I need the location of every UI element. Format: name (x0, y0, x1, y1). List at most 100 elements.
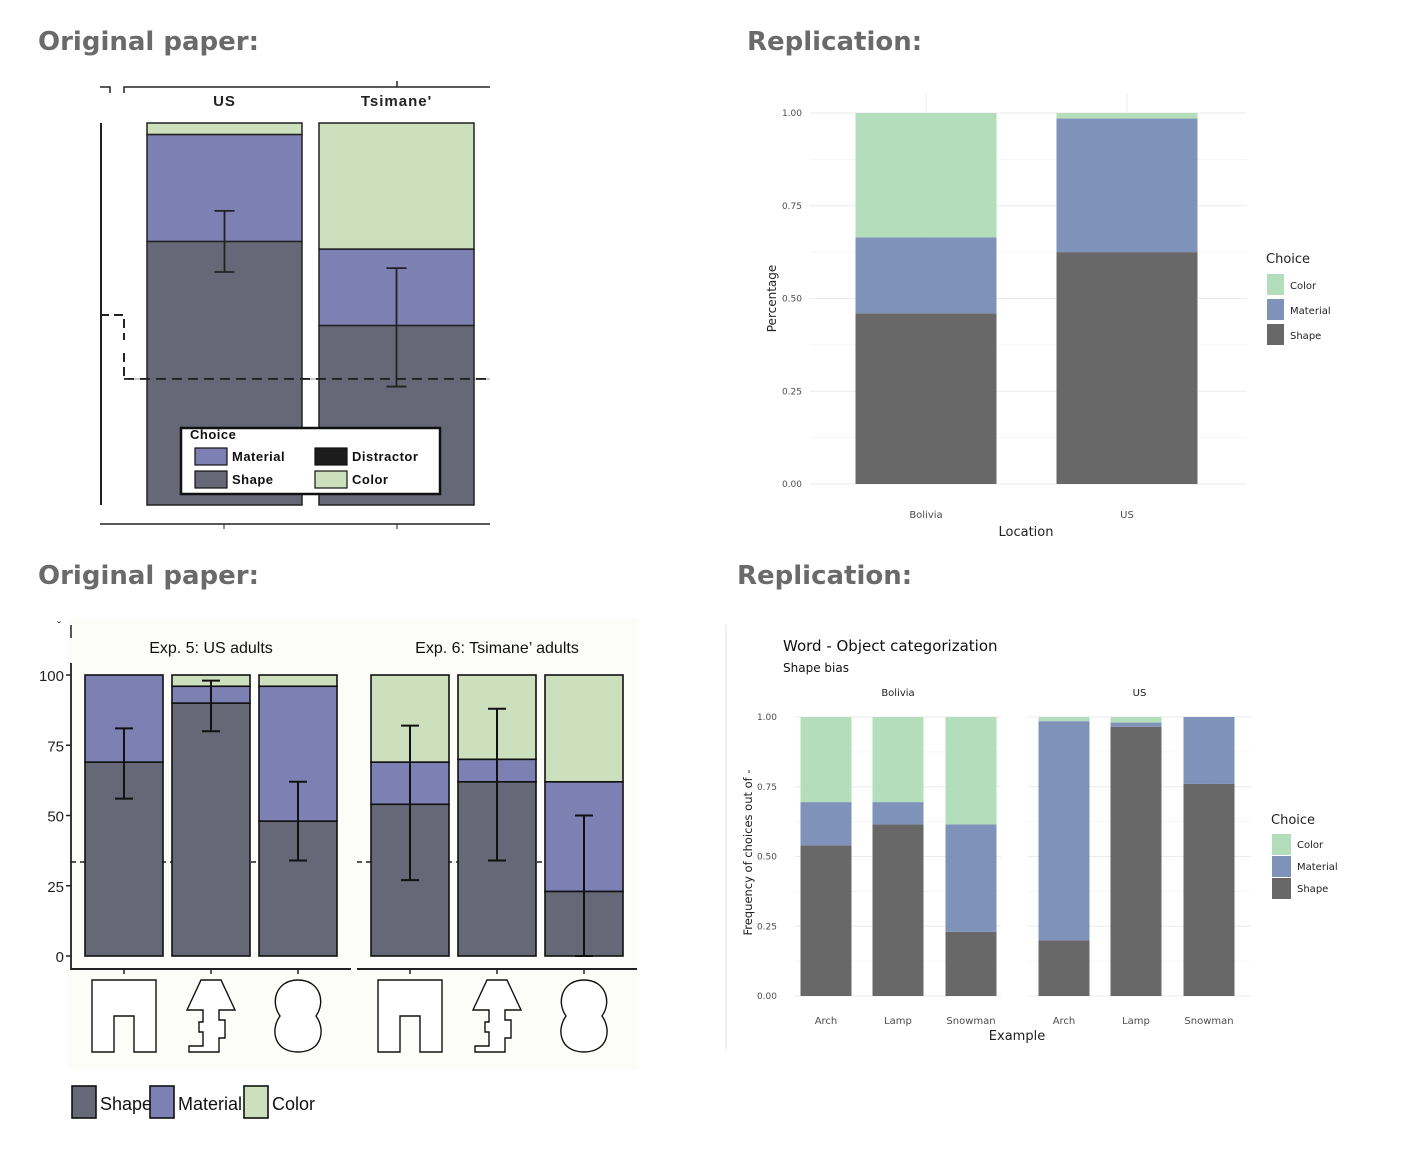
error-bar (115, 727, 133, 800)
heading-original-top: Original paper: (38, 27, 259, 57)
chart-subtitle: Shape bias (783, 661, 849, 675)
bar-bolivia-arch-color (800, 717, 852, 803)
x-axis-title: Example (989, 1029, 1045, 1044)
original-chart-1: US Tsimane' Choice Material Distractor Shape C… (100, 81, 490, 529)
x-tick-label: Arch (815, 1016, 838, 1027)
bar-us-lamp-shape (1110, 726, 1162, 996)
bar-bolivia-arch-shape (800, 845, 852, 996)
bar-us-snowman-material (1183, 717, 1235, 784)
legend-label-material: Material (1290, 306, 1331, 317)
bar-us-color (146, 122, 303, 136)
bar-tsimane-color (318, 122, 475, 250)
legend-swatch-shape (71, 1085, 97, 1119)
legend-title: Choice (190, 427, 236, 442)
legend-label-shape: Shape (232, 472, 274, 487)
y-tick-label: 50 (47, 809, 64, 826)
legend-title: Choice (1266, 252, 1310, 267)
x-tick-label: Snowman (946, 1016, 995, 1027)
legend-swatch-shape (1272, 878, 1291, 899)
legend-swatch-material (1267, 299, 1284, 320)
x-tick-label: Bolivia (909, 510, 942, 521)
x-axis-title: Location (999, 525, 1054, 540)
y-tick-label: 0 (56, 949, 64, 966)
y-tick-label: 1.00 (782, 109, 802, 119)
heading-replication-top: Replication: (747, 27, 923, 57)
replication-chart-2: Word - Object categorization Shape bias 0.… (725, 625, 1338, 1050)
facet-label-us: US (1133, 688, 1147, 699)
bar-bolivia-lamp-color (872, 717, 924, 803)
legend-swatch-color (1272, 834, 1291, 855)
panel-strip-bracket (100, 86, 490, 93)
bar-us-lamp-color (1110, 717, 1162, 723)
legend-swatch-material (194, 447, 228, 466)
y-tick-label: 0.75 (757, 783, 777, 793)
bar-panel1-snowman-color (258, 674, 338, 688)
facet-label-bolivia: Bolivia (881, 688, 914, 699)
legend-label-shape: Shape (1297, 884, 1328, 895)
y-tick-label: 0.50 (782, 295, 802, 305)
bar-us-snowman-shape (1183, 783, 1235, 996)
stimulus-arch-glyph (91, 979, 157, 1053)
original-chart-2: ˇ 0 25 50 75 100 Exp. 5: US adults Exp. 6: Tsim… (39, 618, 638, 1119)
legend-label-color: Color (1297, 840, 1324, 851)
bar-bolivia-lamp-shape (872, 824, 924, 996)
bar-bolivia-color (855, 113, 997, 238)
x-tick-label: Lamp (884, 1016, 912, 1027)
bar-us-lamp-material (1110, 722, 1162, 727)
axis-fragment: ˇ (57, 619, 61, 633)
bar-bolivia-snowman-material (945, 824, 997, 932)
y-tick-label: 0.25 (757, 922, 777, 932)
bar-us-material (1056, 118, 1198, 253)
legend-label-material: Material (1297, 862, 1338, 873)
y-axis-title: Frequency of choices out of - (741, 769, 755, 935)
x-tick-label: Arch (1053, 1016, 1076, 1027)
legend-swatch-material (149, 1085, 175, 1119)
stimulus-arch-glyph (377, 979, 443, 1053)
panel-label-tsimane: Tsimane' (361, 93, 432, 110)
legend-swatch-color (314, 470, 348, 489)
panel-label-us: US (213, 93, 236, 110)
legend-label-color: Color (352, 472, 388, 487)
error-bar (202, 679, 220, 733)
y-axis-title: Percentage (765, 265, 779, 333)
bar-us-arch-color (1038, 717, 1090, 722)
x-tick-label: Lamp (1122, 1016, 1150, 1027)
heading-replication-bottom: Replication: (737, 561, 913, 591)
stimulus-lamp-glyph (185, 979, 237, 1053)
stimulus-snowman-glyph (274, 979, 322, 1053)
x-tick-label: US (1120, 510, 1134, 521)
y-tick-label: 0.00 (782, 480, 802, 490)
legend-label-shape: Shape (1290, 331, 1321, 342)
panel-title-1: Exp. 5: US adults (149, 640, 273, 657)
error-bar (401, 724, 419, 882)
error-bar-tsimane (386, 267, 407, 388)
y-tick-label: 0.50 (757, 853, 777, 863)
bar-us-color (1056, 113, 1198, 119)
legend-label-color: Color (272, 1094, 315, 1114)
bar-us-shape (1056, 252, 1198, 484)
stimulus-lamp-glyph (471, 979, 523, 1053)
bar-us-arch-shape (1038, 940, 1090, 996)
panel-title-2: Exp. 6: Tsimane’ adults (415, 640, 579, 657)
replication-chart-1: 0.00 0.25 0.50 0.75 1.00 Bolivia US Location Per… (765, 93, 1331, 540)
x-tick-label: Snowman (1184, 1016, 1233, 1027)
y-tick-label: 100 (39, 668, 64, 685)
legend-swatch-material (1272, 856, 1291, 877)
legend-label-distractor: Distractor (352, 449, 418, 464)
legend-label-shape: Shape (100, 1094, 152, 1114)
legend-swatch-shape (194, 470, 228, 489)
bar-us-arch-material (1038, 721, 1090, 941)
legend-label-material: Material (178, 1094, 242, 1114)
legend-swatch-shape (1267, 324, 1284, 345)
legend-swatch-color (243, 1085, 269, 1119)
legend-title: Choice (1271, 813, 1315, 828)
y-tick-label: 0.25 (782, 387, 802, 397)
bar-panel2-snowman-color (544, 674, 624, 783)
y-tick-label: 0.00 (757, 992, 777, 1002)
y-tick-label: 75 (47, 738, 64, 755)
heading-original-bottom: Original paper: (38, 561, 259, 591)
bar-panel1-lamp-shape (171, 702, 251, 957)
error-bar (289, 780, 307, 862)
bar-bolivia-shape (855, 313, 997, 484)
legend-label-color: Color (1290, 281, 1317, 292)
